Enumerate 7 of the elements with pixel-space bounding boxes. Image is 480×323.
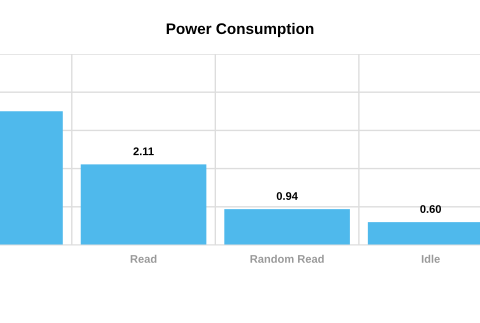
x-tick-label: Random Read	[250, 254, 324, 263]
data-label: 0.94	[276, 192, 298, 200]
x-tick-label: Idle	[422, 254, 440, 263]
x-tick-label: Read	[130, 254, 156, 263]
data-label: 0.60	[420, 205, 442, 213]
chart-title: Power Consumption	[166, 22, 314, 38]
data-label: 2.11	[133, 147, 154, 156]
